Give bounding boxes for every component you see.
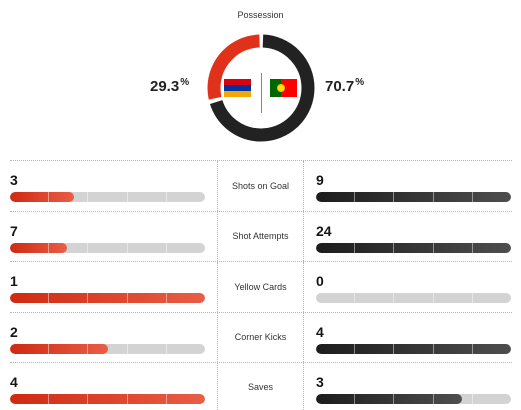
stat-label: Saves: [247, 382, 273, 393]
donut-home-arc: [207, 34, 315, 142]
away-stat-bar: [316, 343, 511, 354]
stat-row: 4 Saves 3: [10, 362, 512, 410]
stats-table: 3 Shots on Goal 9 7 Shot Attempts 24 1: [10, 160, 512, 410]
home-stat-bar: [10, 394, 205, 404]
stat-label-cell: Corner Kicks: [217, 312, 304, 362]
home-possession-unit: %: [180, 77, 190, 88]
home-stat-bar-fill: [10, 192, 75, 202]
away-stat-bar-fill: [316, 343, 511, 354]
home-possession-number: 29.3: [150, 78, 180, 95]
stat-label-cell: Saves: [217, 363, 304, 410]
home-stat-bar: [10, 192, 205, 202]
stat-label-cell: Shots on Goal: [217, 161, 304, 211]
possession-donut: [207, 34, 315, 142]
away-possession-unit: %: [355, 77, 365, 88]
home-stat-bar-fill: [10, 293, 205, 303]
stat-label: Yellow Cards: [234, 281, 287, 292]
home-stat-value: 2: [10, 323, 18, 340]
home-stat-bar: [10, 242, 205, 253]
stat-label: Shot Attempts: [232, 231, 289, 242]
away-stat-bar-fill: [316, 242, 511, 253]
away-stat-bar: [316, 192, 511, 202]
stat-row: 1 Yellow Cards 0: [10, 261, 512, 312]
stat-row: 2 Corner Kicks 4: [10, 311, 512, 362]
home-stat-value: 7: [10, 222, 18, 239]
away-stat-value: 9: [316, 172, 324, 188]
home-stat-value: 3: [10, 172, 18, 188]
possession-title: Possession: [237, 10, 284, 20]
away-stat-value: 0: [316, 273, 324, 289]
away-stat-bar: [316, 242, 511, 253]
home-possession-value: 29.3%: [150, 77, 189, 95]
home-stat-bar-fill: [10, 394, 205, 404]
home-stat-bar-fill: [10, 343, 108, 354]
home-stat-value: 4: [10, 374, 18, 390]
home-stat-bar-fill: [10, 242, 67, 253]
away-stat-bar: [316, 394, 511, 404]
away-stat-value: 24: [316, 222, 332, 239]
stat-row: 7 Shot Attempts 24: [10, 210, 512, 261]
away-stat-value: 4: [316, 323, 324, 340]
stat-label: Shots on Goal: [231, 180, 290, 191]
armenia-flag-icon: [224, 79, 251, 97]
away-stat-bar: [316, 293, 511, 303]
stat-label-cell: Shot Attempts: [217, 211, 304, 261]
home-stat-value: 1: [10, 273, 18, 289]
home-stat-bar: [10, 343, 205, 354]
away-stat-bar-fill: [316, 394, 463, 404]
stat-label-cell: Yellow Cards: [217, 262, 304, 312]
away-stat-value: 3: [316, 374, 324, 390]
away-possession-number: 70.7: [325, 78, 355, 95]
possession-section: Possession 29.3% 70.7%: [0, 0, 521, 150]
stat-row: 3 Shots on Goal 9: [10, 160, 512, 211]
away-possession-value: 70.7%: [325, 77, 364, 95]
team-divider: [261, 73, 262, 113]
home-stat-bar: [10, 293, 205, 303]
away-stat-bar-fill: [316, 192, 511, 202]
stat-label: Corner Kicks: [234, 332, 287, 343]
donut-away-arc: [207, 34, 315, 142]
portugal-flag-icon: [270, 79, 297, 97]
